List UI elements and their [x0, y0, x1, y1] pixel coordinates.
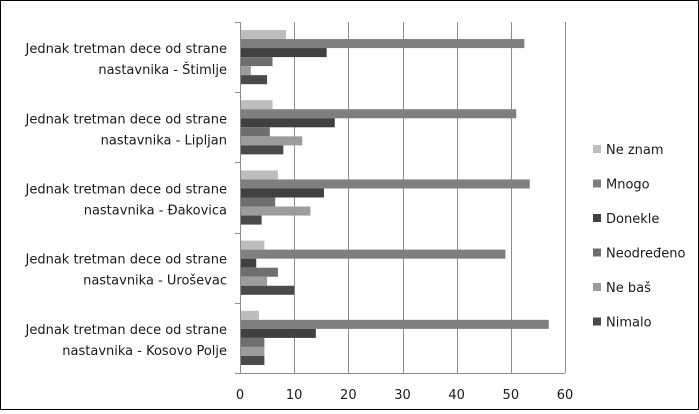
bar [241, 109, 517, 119]
bar [241, 215, 262, 225]
legend-swatch [593, 317, 601, 326]
bar [241, 310, 259, 320]
bar [241, 75, 268, 85]
bar [241, 346, 265, 356]
x-tick-label: 30 [394, 388, 411, 403]
category-label: nastavnika - Đakovica [84, 204, 227, 219]
bar [241, 100, 273, 110]
axes: 0 10 20 30 40 50 60 [235, 22, 573, 403]
bars [241, 30, 549, 365]
bar [241, 258, 257, 268]
x-tick-label: 20 [340, 388, 357, 403]
gridlines [294, 22, 566, 373]
bar [241, 118, 335, 128]
bar [241, 337, 265, 347]
legend-label: Ne baš [606, 281, 651, 296]
bar [241, 319, 549, 329]
bar [241, 66, 251, 76]
category-label: nastavnika - Štimlje [98, 62, 227, 78]
bar [241, 127, 270, 137]
category-label: Jednak tretman dece od strane [25, 183, 228, 198]
bar [241, 170, 278, 180]
legend-swatch [593, 145, 601, 153]
category-label: Jednak tretman dece od strane [25, 112, 228, 127]
legend-label: Ne znam [606, 143, 664, 158]
legend-label: Nimalo [606, 316, 652, 331]
x-tick-label: 40 [448, 388, 465, 403]
legend-label: Mnogo [606, 178, 650, 193]
category-label: Jednak tretman dece od strane [25, 253, 228, 268]
legend-swatch [593, 214, 601, 222]
legend-swatch [593, 179, 601, 188]
bar [241, 240, 265, 250]
x-tick-label: 0 [236, 388, 244, 403]
bar [241, 39, 525, 49]
category-label: nastavnika - Lipljan [101, 133, 227, 148]
legend: Ne znam Mnogo Donekle Neodređeno Ne baš Nimal… [593, 143, 685, 331]
x-tick-label: 10 [286, 388, 303, 403]
bar [241, 179, 530, 189]
category-label: nastavnika - Kosovo Polje [62, 344, 227, 359]
bar [241, 285, 295, 295]
bar [241, 276, 268, 286]
category-label: nastavnika - Uroševac [83, 274, 227, 289]
bar [241, 48, 327, 58]
category-labels: Jednak tretman dece od strane nastavnika … [25, 42, 228, 359]
bar [241, 30, 287, 40]
x-tick-label: 60 [557, 388, 574, 403]
bar [241, 206, 311, 216]
bar [241, 188, 324, 198]
bar [241, 328, 316, 338]
bar [241, 355, 265, 365]
bar [241, 145, 284, 155]
bar [241, 136, 303, 146]
bar [241, 197, 276, 207]
legend-label: Donekle [606, 212, 659, 227]
category-label: Jednak tretman dece od strane [25, 42, 228, 57]
legend-label: Neodređeno [606, 247, 685, 262]
legend-swatch [593, 283, 601, 291]
bar [241, 267, 278, 277]
x-tick-label: 50 [503, 388, 520, 403]
bar [241, 57, 273, 67]
category-label: Jednak tretman dece od strane [25, 323, 228, 338]
legend-swatch [593, 248, 601, 257]
bar [241, 249, 506, 259]
